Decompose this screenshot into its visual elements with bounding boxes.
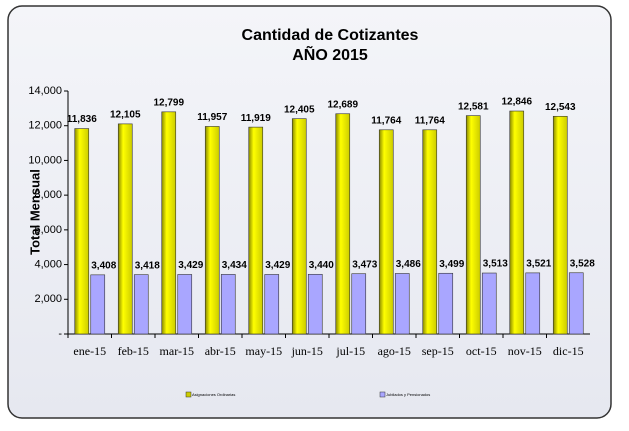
y-axis-label: Total Mensual (27, 169, 42, 255)
data-label: 3,418 (135, 260, 160, 271)
x-tick-label: sep-15 (422, 344, 454, 358)
bar (291, 118, 307, 335)
bar (351, 273, 367, 335)
bar (394, 273, 410, 335)
data-label: 11,764 (415, 115, 445, 126)
y-tick-label: - (58, 328, 62, 340)
bar (117, 123, 133, 335)
data-label: 3,429 (265, 260, 290, 271)
data-label: 3,440 (309, 260, 334, 271)
bar (509, 110, 525, 335)
y-tick-label: 8,000 (34, 189, 62, 201)
data-label: 3,499 (439, 259, 464, 270)
y-tick-label: 12,000 (28, 120, 62, 132)
data-label: 11,836 (67, 114, 97, 125)
data-label: 3,513 (483, 259, 508, 270)
data-label: 3,521 (526, 259, 551, 270)
data-label: 12,543 (545, 102, 576, 113)
x-tick-label: oct-15 (466, 344, 497, 358)
bar (90, 274, 106, 335)
bar (264, 274, 280, 335)
legend-swatch (379, 391, 386, 398)
data-label: 3,408 (91, 260, 116, 271)
x-tick-label: nov-15 (508, 344, 542, 358)
data-label: 12,689 (327, 99, 358, 110)
bar (204, 126, 220, 335)
y-tick-label: 6,000 (34, 224, 62, 236)
data-label: 3,473 (352, 259, 377, 270)
data-label: 11,957 (197, 112, 227, 123)
bar (133, 274, 149, 335)
y-tick-label: 10,000 (28, 154, 62, 166)
data-label: 11,919 (241, 113, 271, 124)
x-tick-label: jun-15 (291, 344, 323, 358)
data-label: 3,528 (570, 258, 595, 269)
bar (378, 129, 394, 335)
legend-swatch (185, 391, 192, 398)
bar (525, 272, 541, 335)
bar (248, 126, 264, 335)
bar (177, 274, 193, 335)
bar (465, 115, 481, 335)
legend-label: Jubilados y Pensionados (386, 392, 430, 397)
chart-title: AÑO 2015 (292, 44, 368, 64)
x-tick-label: dic-15 (553, 344, 584, 358)
x-tick-label: ene-15 (73, 344, 106, 358)
chart-frame (7, 5, 612, 419)
x-tick-label: abr-15 (205, 344, 236, 358)
data-label: 3,486 (396, 259, 421, 270)
chart-title: Cantidad de Cotizantes (242, 27, 419, 44)
y-tick-label: 2,000 (34, 293, 62, 305)
data-label: 3,429 (178, 260, 203, 271)
bar (422, 129, 438, 335)
bar (552, 115, 568, 335)
bar (438, 272, 454, 335)
x-tick-label: ago-15 (378, 344, 411, 358)
bar (335, 113, 351, 335)
bar (74, 128, 90, 335)
legend-label: Asignaciones Ordinarias (192, 392, 235, 397)
data-label: 12,799 (153, 97, 184, 108)
data-label: 3,434 (222, 260, 247, 271)
y-tick-label: 4,000 (34, 258, 62, 270)
data-label: 11,764 (371, 115, 401, 126)
x-tick-label: jul-15 (335, 344, 365, 358)
data-label: 12,405 (284, 104, 315, 115)
data-label: 12,105 (110, 110, 141, 121)
y-tick-label: 14,000 (28, 85, 62, 97)
bar (220, 274, 236, 335)
data-label: 12,581 (458, 101, 489, 112)
bar (481, 272, 497, 335)
bar (161, 111, 177, 335)
x-tick-label: mar-15 (160, 344, 194, 358)
bar (307, 273, 323, 335)
data-label: 12,846 (501, 97, 532, 108)
bar (568, 272, 584, 335)
x-tick-label: feb-15 (118, 344, 149, 358)
x-tick-label: may-15 (245, 344, 282, 358)
